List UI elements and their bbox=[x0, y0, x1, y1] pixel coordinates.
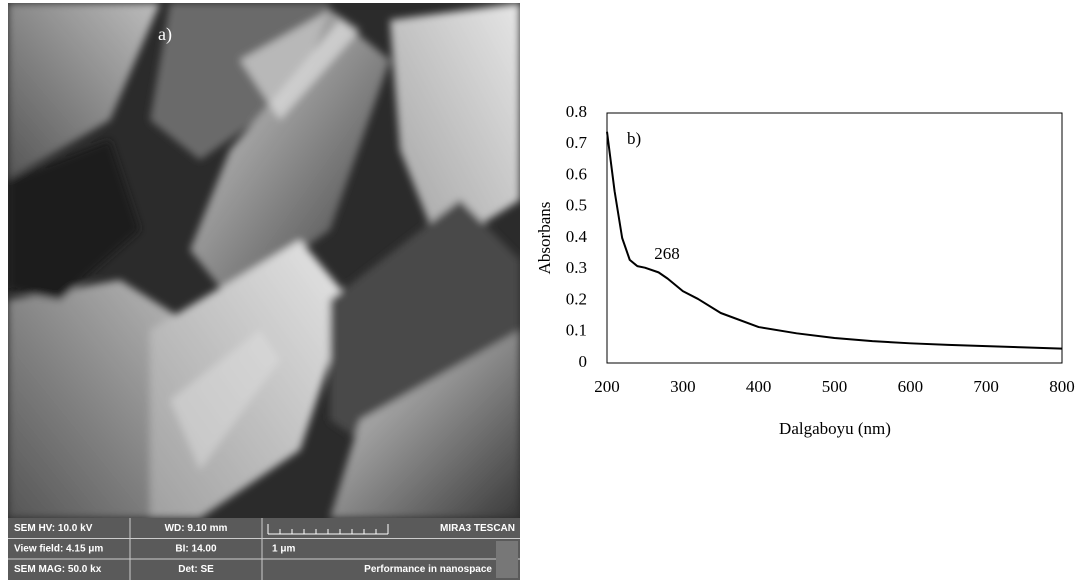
x-tick-label: 700 bbox=[973, 377, 999, 396]
info-bar: SEM HV: 10.0 kV WD: 9.10 mm MIRA3 TESCAN… bbox=[8, 518, 520, 580]
figure: a) SEM HV: 10.0 kV WD: 9.10 mm MIRA3 TES… bbox=[0, 0, 1085, 583]
info-text: View field: 4.15 μm bbox=[14, 544, 103, 555]
x-tick-label: 200 bbox=[594, 377, 620, 396]
x-tick-label: 500 bbox=[822, 377, 848, 396]
panel-label: a) bbox=[158, 24, 172, 45]
y-tick-label: 0.7 bbox=[566, 133, 588, 152]
y-tick-label: 0.2 bbox=[566, 289, 587, 308]
info-text: BI: 14.00 bbox=[175, 544, 217, 555]
info-text: Det: SE bbox=[178, 564, 214, 575]
info-text: SEM MAG: 50.0 kx bbox=[14, 564, 102, 575]
x-tick-label: 400 bbox=[746, 377, 772, 396]
info-text: Performance in nanospace bbox=[364, 564, 492, 575]
x-tick-label: 300 bbox=[670, 377, 696, 396]
y-tick-label: 0.6 bbox=[566, 164, 587, 183]
x-tick-label: 800 bbox=[1049, 377, 1075, 396]
y-tick-label: 0 bbox=[579, 352, 588, 371]
info-text: MIRA3 TESCAN bbox=[440, 523, 515, 534]
y-tick-label: 0.3 bbox=[566, 258, 587, 277]
y-axis-title: Absorbans bbox=[535, 202, 554, 275]
data-line bbox=[607, 132, 1062, 349]
page: a) SEM HV: 10.0 kV WD: 9.10 mm MIRA3 TES… bbox=[0, 0, 1085, 583]
annotation: 268 bbox=[654, 244, 680, 263]
y-tick-label: 0.1 bbox=[566, 321, 587, 340]
plot-frame bbox=[607, 113, 1062, 363]
logo bbox=[496, 541, 518, 578]
info-text: SEM HV: 10.0 kV bbox=[14, 523, 93, 534]
x-axis-title: Dalgaboyu (nm) bbox=[779, 419, 891, 438]
scale-bar-label: 1 μm bbox=[272, 544, 295, 555]
info-text: WD: 9.10 mm bbox=[165, 523, 228, 534]
panel-label: b) bbox=[627, 129, 641, 148]
y-tick-label: 0.5 bbox=[566, 196, 587, 215]
sem-image bbox=[8, 3, 520, 518]
y-tick-label: 0.8 bbox=[566, 102, 587, 121]
x-tick-label: 600 bbox=[898, 377, 924, 396]
y-tick-label: 0.4 bbox=[566, 227, 588, 246]
